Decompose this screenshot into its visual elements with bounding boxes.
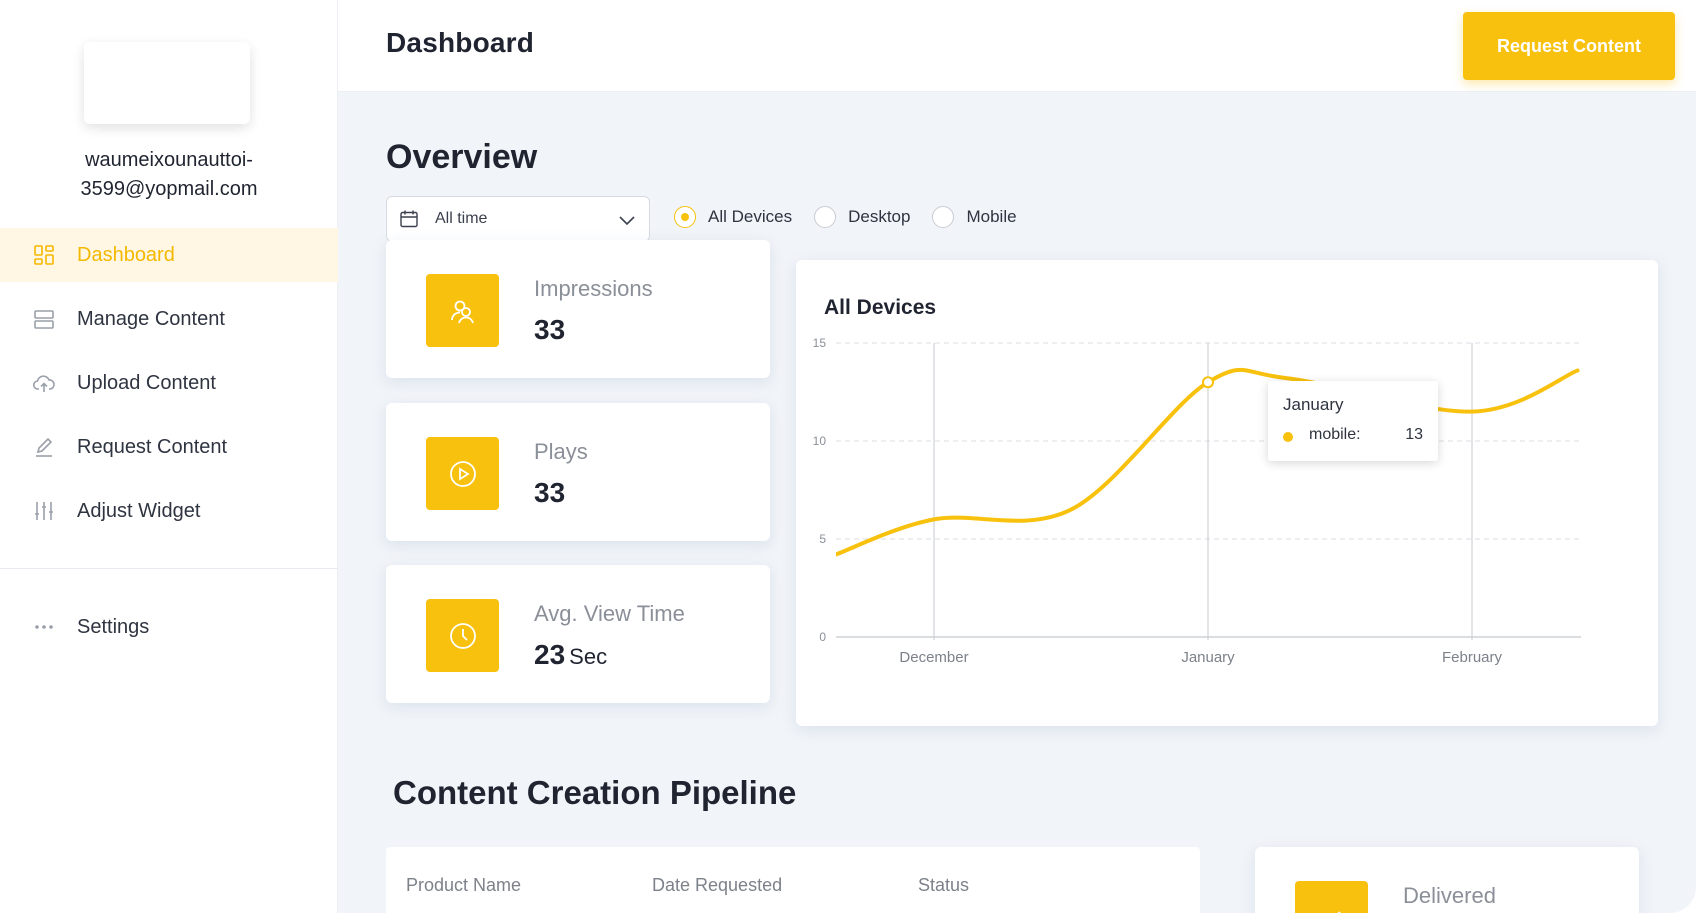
chart-card-all-devices: All Devices 0 5 10 15 December January Februar…: [796, 260, 1658, 726]
top-header: Dashboard Request Content: [338, 0, 1696, 92]
tooltip-series-dot: [1283, 432, 1293, 442]
pipeline-table: Product Name Date Requested Status: [386, 847, 1200, 913]
column-header-product-name[interactable]: Product Name: [406, 875, 522, 895]
radio-indicator: [932, 206, 955, 228]
sliders-icon: [32, 499, 56, 523]
stat-value: 33: [534, 314, 565, 346]
grid-icon: [32, 243, 56, 267]
tooltip-title: January: [1283, 395, 1344, 414]
sidebar-item-upload-content[interactable]: Upload Content: [0, 356, 338, 410]
sidebar-item-manage-content[interactable]: Manage Content: [0, 292, 338, 346]
more-dots-icon: [32, 615, 56, 639]
column-header-status[interactable]: Status: [918, 875, 970, 895]
sidebar-item-label: Manage Content: [77, 307, 225, 330]
stat-card-delivered: Delivered: [1255, 847, 1639, 913]
stat-card-avg-view-time: Avg. View Time 23 Sec: [386, 565, 770, 703]
radio-label: Desktop: [848, 207, 911, 226]
x-tick-label: February: [1442, 649, 1503, 666]
y-tick-label: 10: [813, 434, 827, 448]
series-line-mobile: [836, 367, 1580, 557]
radio-indicator: [814, 206, 837, 228]
y-tick-label: 15: [813, 336, 827, 350]
x-tick-label: December: [899, 649, 968, 666]
users-icon: [426, 274, 499, 347]
chart-tooltip: January mobile: 13: [1268, 381, 1438, 461]
radio-desktop[interactable]: Desktop: [814, 206, 910, 228]
stat-card-plays: Plays 33: [386, 403, 770, 541]
radio-label: All Devices: [708, 207, 793, 226]
date-range-value: All time: [435, 210, 488, 227]
sidebar-item-label: Dashboard: [77, 243, 175, 266]
stat-number: 23: [534, 639, 566, 670]
logo-placeholder: [84, 42, 250, 124]
hover-point: [1202, 376, 1214, 389]
stat-label: Plays: [534, 439, 588, 464]
sidebar-nav: Dashboard Manage Content Upload Conte: [0, 228, 338, 548]
sidebar-item-label: Settings: [77, 615, 150, 638]
date-range-select[interactable]: All time: [386, 196, 650, 242]
stat-unit: Sec: [569, 644, 608, 669]
sidebar-item-label: Request Content: [77, 435, 228, 458]
stat-value: 23 Sec: [534, 639, 607, 671]
page-title: Dashboard: [386, 27, 535, 58]
sidebar-item-settings[interactable]: Settings: [0, 600, 338, 654]
stat-number: 33: [534, 314, 566, 345]
stat-label: Delivered: [1403, 883, 1496, 908]
y-tick-label: 5: [819, 532, 826, 546]
sidebar: waumeixounauttoi-3599@yopmail.com Dashbo…: [0, 0, 338, 913]
tooltip-value: 13: [1405, 426, 1423, 443]
stat-number: 33: [534, 477, 566, 508]
stat-label: Avg. View Time: [534, 601, 685, 626]
layers-icon: [32, 307, 56, 331]
sidebar-item-adjust-widget[interactable]: Adjust Widget: [0, 484, 338, 538]
device-filter-group: All Devices Desktop Mobile: [674, 206, 1039, 228]
chevron-down-icon: [617, 210, 637, 235]
x-tick-label: January: [1181, 649, 1235, 666]
check-icon: [1295, 881, 1368, 913]
radio-label: Mobile: [966, 207, 1017, 226]
y-tick-label: 0: [819, 630, 826, 644]
clock-icon: [426, 599, 499, 672]
sidebar-divider: [0, 568, 338, 569]
line-chart: 0 5 10 15 December January February: [813, 336, 1581, 666]
user-email: waumeixounauttoi-3599@yopmail.com: [80, 149, 258, 200]
stat-card-impressions: Impressions 33: [386, 240, 770, 378]
tooltip-series-name: mobile:: [1309, 426, 1361, 443]
main-content: Overview All time All Devices Deskto: [338, 92, 1696, 913]
request-content-button[interactable]: Request Content: [1463, 12, 1675, 80]
sidebar-item-label: Upload Content: [77, 371, 216, 394]
column-header-date-requested[interactable]: Date Requested: [652, 875, 783, 895]
sidebar-item-dashboard[interactable]: Dashboard: [0, 228, 338, 282]
play-icon: [426, 437, 499, 510]
radio-indicator: [674, 206, 696, 228]
chart-title: All Devices: [824, 296, 937, 319]
radio-mobile[interactable]: Mobile: [932, 206, 1017, 228]
pencil-icon: [32, 435, 56, 459]
sidebar-item-label: Adjust Widget: [77, 499, 201, 522]
radio-all-devices[interactable]: All Devices: [674, 206, 792, 228]
stat-label: Impressions: [534, 276, 653, 301]
sidebar-item-request-content[interactable]: Request Content: [0, 420, 338, 474]
cloud-upload-icon: [32, 371, 56, 395]
overview-title: Overview: [386, 138, 538, 176]
pipeline-title: Content Creation Pipeline: [393, 774, 797, 811]
stat-value: 33: [534, 477, 565, 509]
calendar-icon: [399, 209, 419, 229]
sidebar-settings-group: Settings: [0, 600, 338, 664]
